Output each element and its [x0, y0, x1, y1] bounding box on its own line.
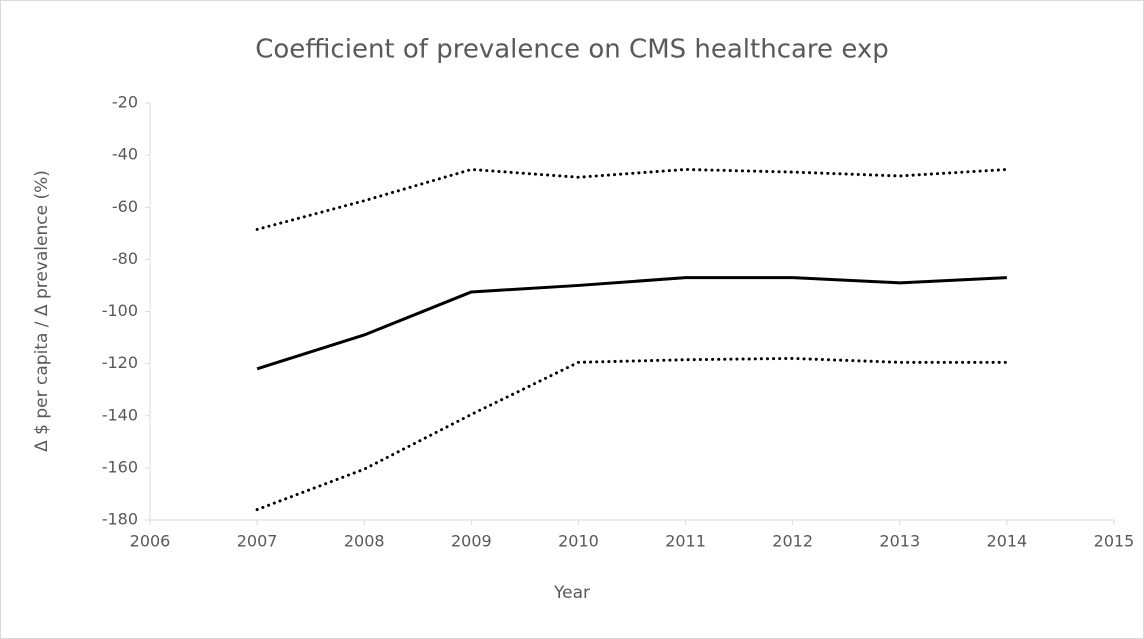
y-tick-label: -20	[112, 93, 138, 112]
x-tick-label: 2007	[237, 532, 278, 551]
y-tick-label: -120	[102, 353, 138, 372]
x-tick-label: 2015	[1094, 532, 1135, 551]
x-tick-label: 2011	[665, 532, 706, 551]
y-tick-label: -160	[102, 457, 138, 476]
x-tick-label: 2012	[772, 532, 813, 551]
y-axis-label: Δ $ per capita / Δ prevalence (%)	[32, 170, 52, 452]
x-tick-label: 2006	[130, 532, 171, 551]
x-tick-label: 2010	[558, 532, 599, 551]
series-line	[255, 356, 1009, 512]
chart-title: Coefficient of prevalence on CMS healthc…	[255, 35, 889, 65]
y-tick-label: -40	[112, 145, 138, 164]
series-line	[256, 276, 1007, 371]
x-tick-label: 2009	[451, 532, 492, 551]
y-tick-label: -180	[102, 510, 138, 529]
y-tick-label: -140	[102, 405, 138, 424]
series-line	[255, 167, 1009, 231]
y-tick-label: -60	[112, 197, 138, 216]
y-tick-label: -100	[102, 301, 138, 320]
y-tick-label: -80	[112, 249, 138, 268]
x-tick-label: 2008	[344, 532, 385, 551]
x-tick-label: 2013	[879, 532, 920, 551]
x-axis-label: Year	[553, 583, 590, 603]
x-tick-label: 2014	[987, 532, 1028, 551]
